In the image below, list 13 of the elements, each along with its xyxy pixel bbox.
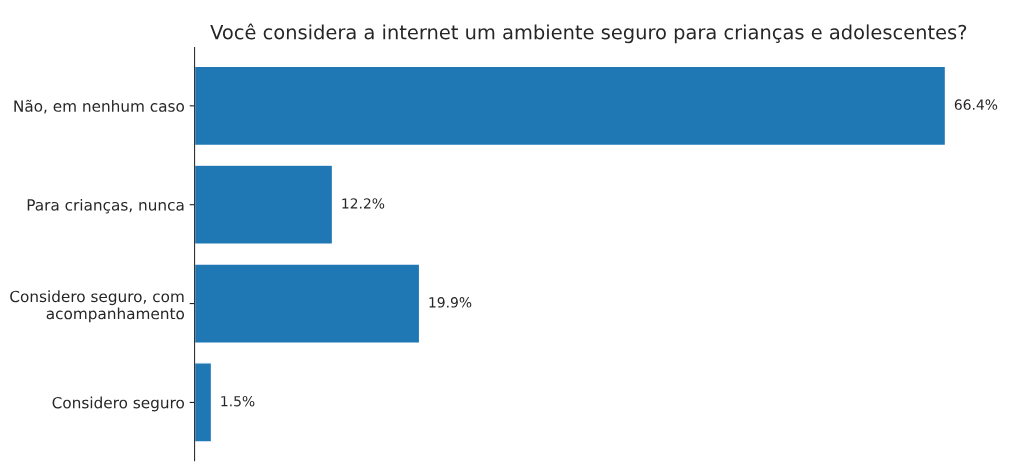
y-tick-label: Considero seguro, com acompanhamento	[10, 290, 184, 323]
data-label: 1.5%	[221, 395, 255, 407]
bar	[194, 164, 334, 245]
bar	[194, 65, 947, 147]
chart-title: Você considera a internet um ambiente seguro para crianças e adolescentes?	[210, 23, 967, 44]
data-label: 19.9%	[429, 297, 472, 308]
data-label: 12.2%	[342, 198, 385, 209]
bar	[194, 362, 213, 443]
data-label: 66.4%	[954, 99, 998, 110]
y-tick-label: Considero seguro	[52, 396, 184, 412]
bar	[194, 263, 421, 344]
y-tick-label: Para crianças, nunca	[27, 198, 184, 214]
y-tick-label: Não, em nenhum caso	[14, 99, 185, 114]
